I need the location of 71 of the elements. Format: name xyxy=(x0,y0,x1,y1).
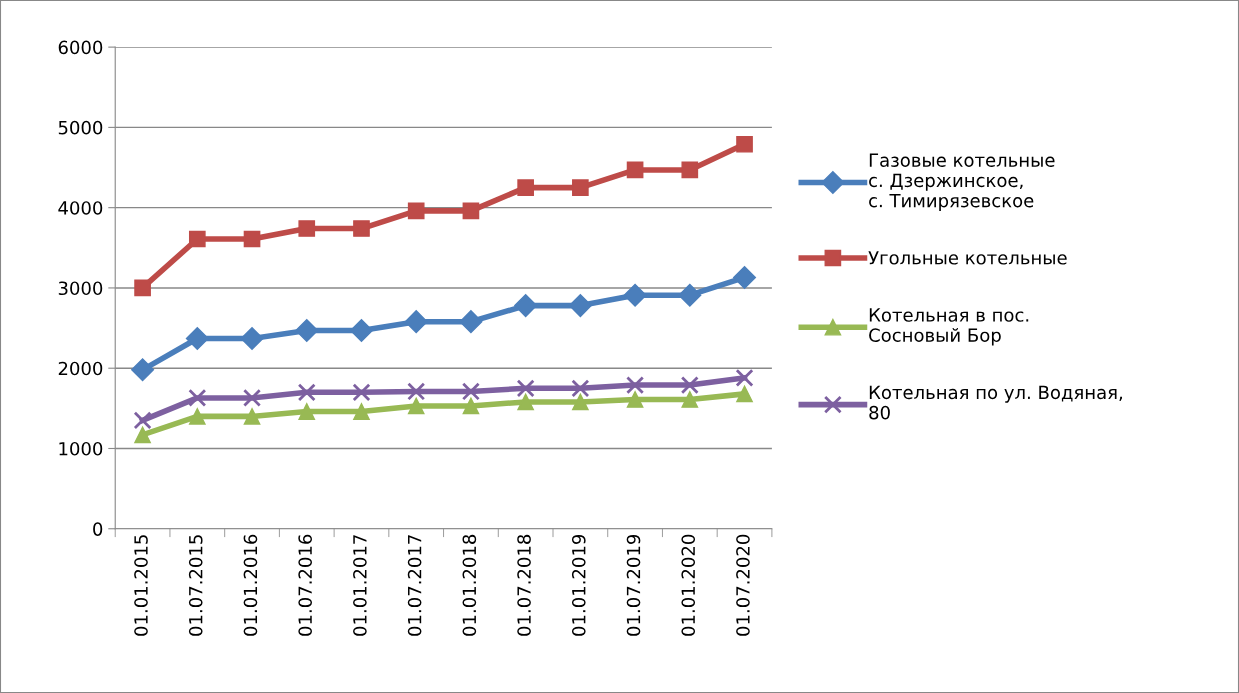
point xyxy=(517,179,534,196)
x-tick-label: 01.07.2017 xyxy=(407,535,422,636)
x-tick-label: 01.01.2018 xyxy=(462,534,477,636)
point xyxy=(188,388,207,407)
point xyxy=(568,294,592,318)
x-tick-label: 01.01.2020 xyxy=(681,534,696,636)
y-tick-label: 6000 xyxy=(58,40,103,55)
point xyxy=(462,397,480,415)
x-tick-label: 01.01.2017 xyxy=(353,535,367,636)
point xyxy=(735,368,754,387)
point xyxy=(134,426,151,444)
point xyxy=(243,408,261,425)
y-tick-label: 5000 xyxy=(58,120,103,135)
point xyxy=(736,385,753,403)
point xyxy=(462,202,480,220)
point xyxy=(297,383,316,402)
point xyxy=(572,393,589,411)
legend-label: Газовые котельные с. Дзержинское, с. Тимирязевское xyxy=(869,153,1055,211)
point xyxy=(298,220,316,237)
point xyxy=(516,379,535,398)
y-tick-label: 3000 xyxy=(58,281,103,296)
point xyxy=(240,327,264,351)
point xyxy=(626,161,644,179)
point xyxy=(733,266,757,290)
point xyxy=(349,318,373,342)
point xyxy=(681,391,699,408)
legend-label: Угольные котельные xyxy=(868,251,1067,265)
point xyxy=(681,161,699,179)
point xyxy=(188,230,206,248)
x-tick-label: 01.07.2019 xyxy=(626,534,641,636)
x-tick-label: 01.01.2016 xyxy=(243,534,258,636)
point xyxy=(678,283,702,307)
y-tick-label: 1000 xyxy=(59,441,103,456)
point xyxy=(407,397,425,415)
point xyxy=(352,383,371,402)
point xyxy=(243,388,262,407)
point xyxy=(517,393,534,411)
point xyxy=(407,382,426,401)
point xyxy=(407,202,425,220)
x-tick-label: 01.07.2018 xyxy=(517,534,531,636)
x-tick-label: 01.01.2019 xyxy=(571,534,586,636)
x-tick-label: 01.07.2016 xyxy=(298,534,312,636)
point xyxy=(626,391,644,408)
point xyxy=(185,327,209,351)
point xyxy=(134,279,151,297)
point xyxy=(188,408,206,425)
point xyxy=(404,310,428,334)
point xyxy=(133,411,152,430)
point xyxy=(571,379,590,398)
point xyxy=(295,318,319,342)
point xyxy=(572,179,589,196)
point xyxy=(353,220,370,237)
point xyxy=(353,403,370,420)
point xyxy=(243,230,261,248)
x-tick-label: 01.07.2015 xyxy=(188,535,203,636)
point xyxy=(461,382,480,401)
point xyxy=(131,358,155,382)
x-tick-label: 01.07.2020 xyxy=(736,534,750,636)
point xyxy=(459,310,483,334)
x-tick-label: 01.01.2015 xyxy=(134,535,148,636)
legend-label: Котельная в пос. Сосновый Бор xyxy=(869,308,1029,346)
y-tick-label: 0 xyxy=(93,522,103,536)
point xyxy=(680,376,699,395)
point xyxy=(626,376,645,395)
point xyxy=(623,283,647,307)
point xyxy=(736,135,753,153)
point xyxy=(298,403,316,420)
y-tick-label: 4000 xyxy=(58,201,103,215)
legend-label: Котельная по ул. Водяная, 80 xyxy=(869,385,1123,420)
point xyxy=(514,294,538,318)
y-tick-label: 2000 xyxy=(58,361,103,376)
